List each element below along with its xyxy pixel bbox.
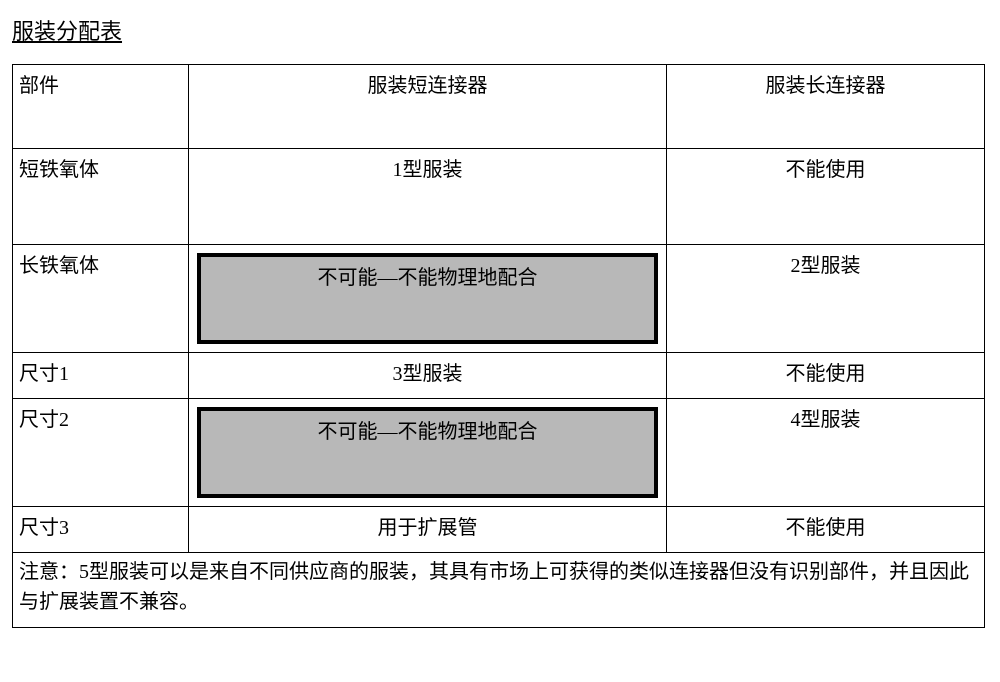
table-row: 尺寸3用于扩展管不能使用 bbox=[13, 507, 985, 553]
table-cell: 不能使用 bbox=[667, 353, 985, 399]
table-cell: 尺寸3 bbox=[13, 507, 189, 553]
table-row: 尺寸2不可能—不能物理地配合4型服装 bbox=[13, 399, 985, 507]
table-cell: 1型服装 bbox=[189, 149, 667, 245]
table-cell: 不能使用 bbox=[667, 149, 985, 245]
table-cell: 短铁氧体 bbox=[13, 149, 189, 245]
table-row: 长铁氧体不可能—不能物理地配合2型服装 bbox=[13, 245, 985, 353]
header-cell: 部件 bbox=[13, 65, 189, 149]
table-cell: 3型服装 bbox=[189, 353, 667, 399]
table-cell: 不能使用 bbox=[667, 507, 985, 553]
table-cell: 不可能—不能物理地配合 bbox=[189, 245, 667, 353]
highlight-box: 不可能—不能物理地配合 bbox=[197, 253, 658, 344]
table-cell: 4型服装 bbox=[667, 399, 985, 507]
note-cell: 注意：5型服装可以是来自不同供应商的服装，其具有市场上可获得的类似连接器但没有识… bbox=[13, 553, 985, 628]
header-cell: 服装长连接器 bbox=[667, 65, 985, 149]
table-title: 服装分配表 bbox=[12, 14, 988, 46]
table-row: 短铁氧体1型服装不能使用 bbox=[13, 149, 985, 245]
note-row: 注意：5型服装可以是来自不同供应商的服装，其具有市场上可获得的类似连接器但没有识… bbox=[13, 553, 985, 628]
allocation-table: 部件 服装短连接器 服装长连接器 短铁氧体1型服装不能使用长铁氧体不可能—不能物… bbox=[12, 64, 985, 628]
table-cell: 长铁氧体 bbox=[13, 245, 189, 353]
table-row: 尺寸13型服装不能使用 bbox=[13, 353, 985, 399]
highlight-box: 不可能—不能物理地配合 bbox=[197, 407, 658, 498]
table-cell: 尺寸1 bbox=[13, 353, 189, 399]
header-row: 部件 服装短连接器 服装长连接器 bbox=[13, 65, 985, 149]
table-cell: 不可能—不能物理地配合 bbox=[189, 399, 667, 507]
table-cell: 尺寸2 bbox=[13, 399, 189, 507]
table-cell: 2型服装 bbox=[667, 245, 985, 353]
table-cell: 用于扩展管 bbox=[189, 507, 667, 553]
header-cell: 服装短连接器 bbox=[189, 65, 667, 149]
table-body: 部件 服装短连接器 服装长连接器 短铁氧体1型服装不能使用长铁氧体不可能—不能物… bbox=[13, 65, 985, 628]
